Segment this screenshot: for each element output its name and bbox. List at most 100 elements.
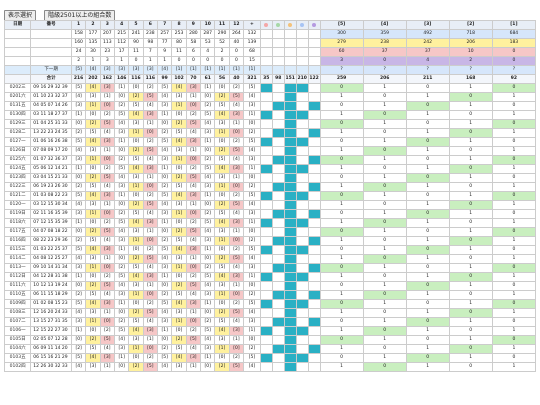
row-marker	[283, 155, 297, 165]
row-cell: [1]	[171, 155, 187, 165]
group-stat: 37	[362, 47, 407, 57]
row-cell: [2]	[157, 290, 173, 300]
row-cell: [5]	[142, 200, 159, 210]
row-cell: [4]	[85, 245, 101, 255]
stats-row: 160 135 113 112 90 98 77 80 58 53 52 40 139 279 238 242…	[3, 38, 537, 48]
row-cell: [0]	[214, 83, 230, 93]
row-group: 1	[405, 200, 450, 210]
group-stat: 0	[362, 56, 407, 66]
next-label: 下一期	[30, 65, 72, 75]
row-marker	[259, 326, 273, 336]
row-group: 0	[491, 281, 537, 291]
row-marker	[307, 182, 321, 192]
row-cell: [5]	[85, 182, 101, 192]
row-cell: [4]	[70, 92, 87, 102]
row-cell: [3]	[113, 128, 130, 138]
table-row: 0128二 13 22 23 24 35 [2] [5] [4] [3] [1] [0] [2]…	[3, 128, 537, 138]
row-date: 0102四	[3, 362, 32, 372]
row-cell: [5]	[99, 281, 115, 291]
row-cell: [5]	[113, 218, 130, 228]
row-cell: [1]	[171, 101, 187, 111]
sum-label: 合计	[30, 74, 72, 84]
row-date: 0121二	[3, 191, 32, 201]
row-cell: [2]	[113, 263, 130, 273]
row-group: 0	[491, 191, 537, 201]
row-cell: [3]	[142, 110, 159, 120]
row-marker	[307, 254, 321, 264]
row-group: 0	[448, 308, 493, 318]
row-cell: [0]	[113, 254, 130, 264]
row-cell: [1]	[85, 155, 101, 165]
row-cell: [0]	[214, 137, 230, 147]
row-marker	[295, 272, 309, 282]
cell	[259, 29, 273, 39]
table-row: 0121二 01 03 08 22 23 [5] [4] [3] [1] [0] [2] [5]…	[3, 191, 537, 201]
row-group: 0	[405, 299, 450, 309]
row-cell: [3]	[200, 344, 216, 354]
header-col-8: 8	[171, 20, 187, 30]
row-cell: [4]	[228, 209, 245, 219]
cell	[283, 29, 297, 39]
row-group: 1	[362, 119, 407, 129]
row-group: 0	[491, 209, 537, 219]
row-marker	[307, 200, 321, 210]
row-group: 1	[362, 83, 407, 93]
sum-cell: 61	[200, 74, 216, 84]
row-numbers: 02 05 07 12 28	[30, 335, 72, 345]
stat-value: 40	[228, 38, 245, 48]
group-stat: 279	[319, 38, 364, 48]
row-cell: [5]	[85, 344, 101, 354]
row-cell: [1]	[70, 272, 87, 282]
row-group: 1	[405, 128, 450, 138]
stat-value: 0	[214, 56, 230, 66]
stat-value: 15	[243, 56, 261, 66]
row-cell: [0]	[157, 119, 173, 129]
row-group: 1	[362, 335, 407, 345]
row-cell: [4]	[200, 227, 216, 237]
row-cell: [2]	[113, 317, 130, 327]
row-cell: [2]	[85, 173, 101, 183]
row-cell: [2]	[228, 299, 245, 309]
row-cell: [2]	[214, 146, 230, 156]
row-marker	[271, 155, 285, 165]
row-numbers: 01 03 22 25 37	[30, 245, 72, 255]
header-group: [4]	[362, 20, 407, 30]
row-cell: [2]	[142, 299, 159, 309]
row-cell: [3]	[171, 146, 187, 156]
row-date: 0129三	[3, 119, 32, 129]
row-marker	[295, 182, 309, 192]
row-marker	[271, 137, 285, 147]
header-col-+: +	[243, 20, 261, 30]
row-cell: [0]	[113, 362, 130, 372]
row-cell: [5]	[99, 227, 115, 237]
table-row: 0112日 04 12 28 31 38 [1] [0] [2] [5] [4] [3] [1]…	[3, 272, 537, 282]
row-cell: [0]	[99, 263, 115, 273]
row-cell: [5]	[185, 281, 202, 291]
next-group: ?	[319, 65, 364, 75]
row-cell: [5]	[243, 299, 261, 309]
row-numbers: 09 10 14 31 34	[30, 263, 72, 273]
row-marker	[295, 290, 309, 300]
row-cell: [2]	[214, 200, 230, 210]
row-numbers: 07 08 09 17 20	[30, 146, 72, 156]
row-marker	[295, 308, 309, 318]
row-cell: [3]	[85, 254, 101, 264]
row-marker	[295, 164, 309, 174]
row-marker	[271, 218, 285, 228]
row-group: 0	[491, 299, 537, 309]
row-numbers: 01 10 23 32 37	[30, 92, 72, 102]
row-cell: [2]	[243, 344, 261, 354]
row-group: 0	[491, 155, 537, 165]
row-group: 0	[319, 263, 364, 273]
row-cell: [4]	[128, 164, 144, 174]
row-cell: [5]	[214, 209, 230, 219]
row-cell: [5]	[85, 128, 101, 138]
row-group: 1	[491, 200, 537, 210]
row-marker	[271, 146, 285, 156]
row-marker	[295, 137, 309, 147]
row-cell: [0]	[214, 299, 230, 309]
row-cell: [0]	[113, 146, 130, 156]
sum-cell: 70	[185, 74, 202, 84]
row-cell: [5]	[157, 353, 173, 363]
row-group: 0	[448, 146, 493, 156]
